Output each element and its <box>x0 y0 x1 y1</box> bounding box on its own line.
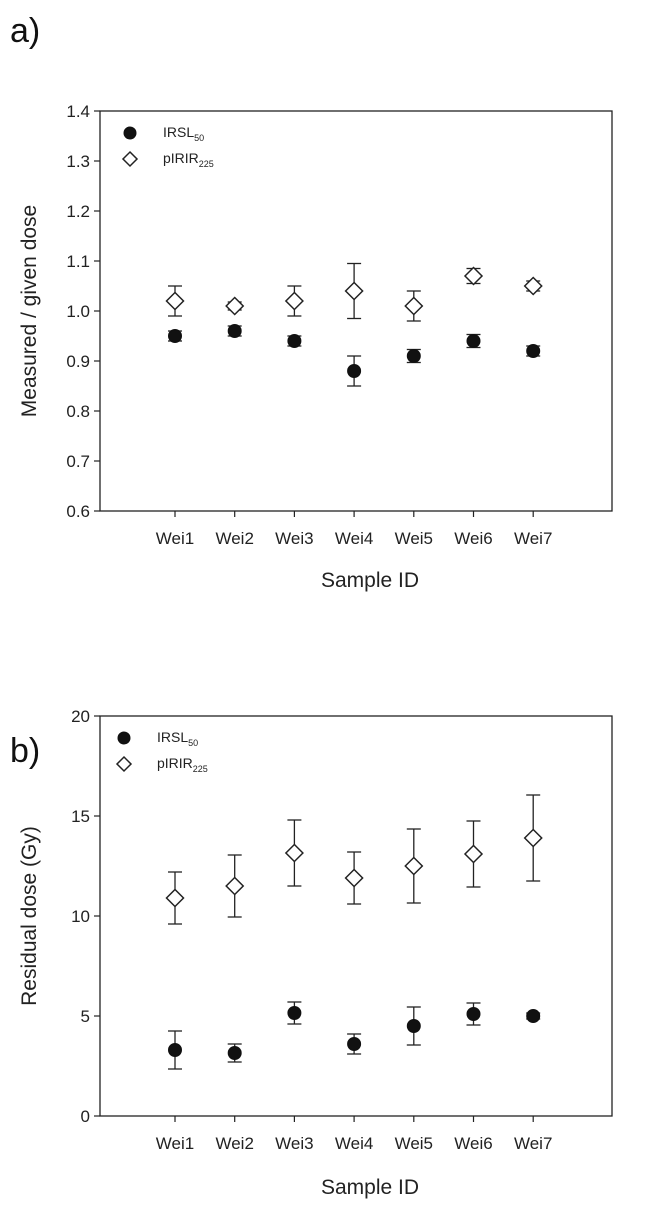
y-tick-label: 1.0 <box>66 302 90 321</box>
series-pirir225 <box>165 794 543 925</box>
data-point <box>406 1019 421 1033</box>
data-point <box>523 828 543 848</box>
x-tick-label: Wei5 <box>395 529 433 548</box>
data-point <box>225 296 245 316</box>
y-tick-label: 1.3 <box>66 152 90 171</box>
x-tick-label: Wei7 <box>514 529 552 548</box>
data-point <box>466 1007 481 1021</box>
y-tick-label: 10 <box>71 907 90 926</box>
data-point <box>227 1046 242 1060</box>
y-tick-label: 1.4 <box>66 102 90 121</box>
legend-marker <box>123 126 137 140</box>
data-point <box>168 329 182 343</box>
x-tick-label: Wei7 <box>514 1134 552 1153</box>
chart-panel-2: b) 0 5 10 15 20 Wei1 Wei2 Wei3 Wei4 Wei5 Wei6 Wei7 Sa… <box>10 707 613 1199</box>
y-tick-label: 0.6 <box>66 502 90 521</box>
series-pirir225 <box>165 262 543 322</box>
data-point <box>347 364 362 378</box>
data-point <box>344 281 364 301</box>
x-tick-label: Wei4 <box>335 529 373 548</box>
x-tick-label: Wei4 <box>335 1134 373 1153</box>
panel-label: a) <box>10 12 40 50</box>
data-point <box>523 276 543 296</box>
data-point <box>284 291 304 311</box>
y-tick-label: 0 <box>81 1107 90 1126</box>
chart-panel-1: a) 0.6 0.7 0.8 0.9 1.0 1.1 1.2 1.3 1.4 Wei1 Wei2 Wei… <box>10 12 613 592</box>
data-point <box>347 1037 362 1051</box>
legend-marker <box>117 731 131 745</box>
data-point <box>284 843 304 863</box>
plot-frame <box>99 110 613 512</box>
y-tick-label: 0.8 <box>66 402 90 421</box>
x-tick-label: Wei6 <box>454 1134 492 1153</box>
x-tick-label: Wei3 <box>275 1134 313 1153</box>
data-point <box>227 324 242 338</box>
x-tick-label: Wei2 <box>215 529 253 548</box>
legend-label: IRSL50 <box>157 729 198 748</box>
data-point <box>406 349 421 363</box>
data-point <box>168 1043 182 1057</box>
x-tick-label: Wei2 <box>215 1134 253 1153</box>
legend-marker <box>121 150 139 168</box>
data-point <box>463 844 484 864</box>
data-point <box>466 334 481 348</box>
data-point <box>463 266 484 286</box>
x-axis-title: Sample ID <box>321 1176 419 1199</box>
y-tick-label: 0.7 <box>66 452 90 471</box>
data-point <box>287 1006 302 1020</box>
data-point <box>404 296 424 316</box>
x-tick-label: Wei1 <box>156 1134 194 1153</box>
legend-label: IRSL50 <box>163 124 204 143</box>
y-tick-label: 20 <box>71 707 90 726</box>
y-tick-label: 0.9 <box>66 352 90 371</box>
data-point <box>287 334 302 348</box>
data-point <box>165 888 185 908</box>
legend-label: pIRIR225 <box>157 755 208 774</box>
data-point <box>344 868 364 888</box>
x-axis-title: Sample ID <box>321 569 419 592</box>
y-axis-title: Measured / given dose <box>18 205 41 417</box>
y-tick-label: 15 <box>71 807 90 826</box>
data-point <box>165 291 185 311</box>
x-tick-label: Wei5 <box>395 1134 433 1153</box>
data-point <box>225 876 245 896</box>
y-tick-label: 1.2 <box>66 202 90 221</box>
legend: IRSL50 pIRIR225 <box>115 729 208 774</box>
legend: IRSL50 pIRIR225 <box>121 124 214 169</box>
legend-marker <box>115 755 133 773</box>
x-tick-label: Wei1 <box>156 529 194 548</box>
legend-label: pIRIR225 <box>163 150 214 169</box>
y-tick-label: 5 <box>81 1007 90 1026</box>
x-tick-label: Wei6 <box>454 529 492 548</box>
series-irsl50 <box>168 1001 541 1070</box>
y-tick-label: 1.1 <box>66 252 90 271</box>
data-point <box>404 856 424 876</box>
data-point <box>526 344 541 358</box>
series-irsl50 <box>168 324 541 387</box>
y-axis-title: Residual dose (Gy) <box>18 826 41 1006</box>
data-point <box>526 1009 541 1023</box>
panel-label: b) <box>10 732 40 770</box>
x-tick-label: Wei3 <box>275 529 313 548</box>
